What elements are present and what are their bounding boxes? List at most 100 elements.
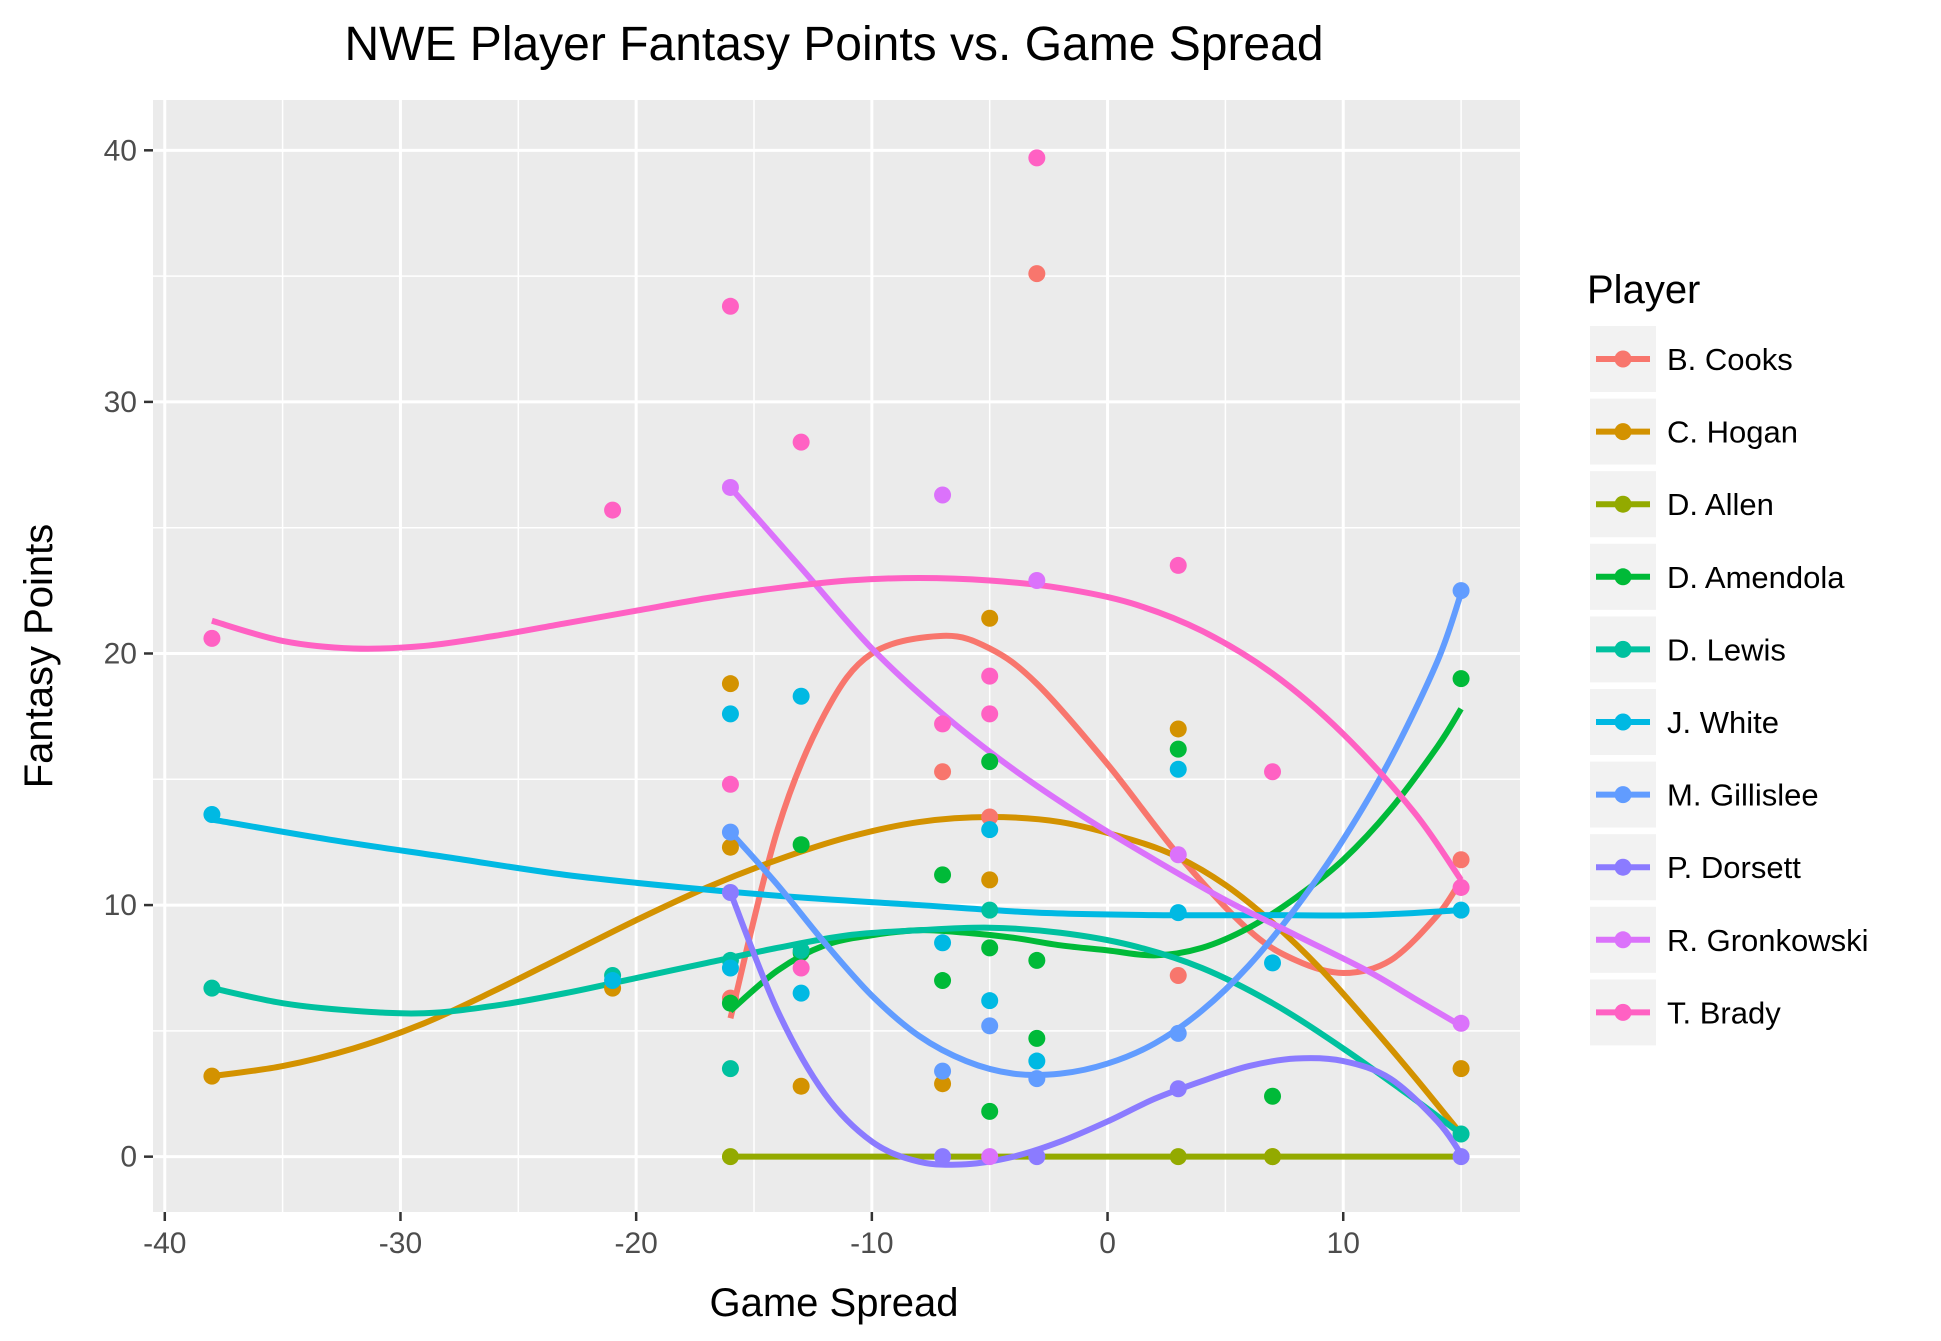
point-d-allen [1169, 1148, 1187, 1166]
point-j-white [1169, 760, 1187, 778]
point-p-dorsett [721, 883, 739, 901]
point-t-brady [792, 959, 810, 977]
point-d-amendola [792, 836, 810, 854]
chart-title: NWE Player Fantasy Points vs. Game Sprea… [344, 18, 1323, 71]
point-r-gronkowski [721, 478, 739, 496]
point-m-gillislee [1452, 582, 1470, 600]
point-t-brady [1264, 763, 1282, 781]
legend-title: Player [1587, 268, 1700, 312]
point-c-hogan [1169, 720, 1187, 738]
point-d-amendola [1264, 1087, 1282, 1105]
legend-key-point [1614, 640, 1632, 658]
point-d-allen [1264, 1148, 1282, 1166]
point-t-brady [604, 501, 622, 519]
legend-key-point [1614, 568, 1632, 586]
point-j-white [934, 934, 952, 952]
point-j-white [1452, 901, 1470, 919]
x-tick-label: -30 [379, 1227, 422, 1260]
point-c-hogan [721, 675, 739, 693]
legend-key-point [1614, 931, 1632, 949]
point-r-gronkowski [1028, 572, 1046, 590]
smooth-lines [211, 485, 1464, 1168]
y-tick-label: 30 [104, 386, 137, 419]
smooth-line-d-lewis [211, 924, 1463, 1137]
point-b-cooks [1169, 967, 1187, 985]
data-points [203, 149, 1470, 1166]
smooth-line-p-dorsett [727, 891, 1464, 1168]
legend-label-p-dorsett: P. Dorsett [1667, 850, 1801, 885]
point-c-hogan [203, 1067, 221, 1085]
point-j-white [1264, 954, 1282, 972]
point-d-lewis [981, 901, 999, 919]
point-j-white [1028, 1052, 1046, 1070]
point-t-brady [203, 629, 221, 647]
x-tick-label: 10 [1327, 1227, 1360, 1260]
y-axis-ticks: 0 10 20 30 40 [104, 134, 153, 1174]
legend-key-point [1614, 858, 1632, 876]
point-t-brady [721, 297, 739, 315]
point-d-amendola [721, 994, 739, 1012]
legend-label-d-amendola: D. Amendola [1667, 560, 1845, 595]
y-tick-label: 10 [104, 889, 137, 922]
point-p-dorsett [1452, 1148, 1470, 1166]
point-b-cooks [1028, 265, 1046, 283]
point-m-gillislee [1028, 1070, 1046, 1088]
point-d-lewis [721, 1060, 739, 1078]
point-c-hogan [721, 838, 739, 856]
x-axis-title: Game Spread [709, 1281, 958, 1325]
point-t-brady [934, 715, 952, 733]
x-tick-label: -40 [143, 1227, 186, 1260]
point-j-white [203, 805, 221, 823]
legend-key-point [1614, 786, 1632, 804]
point-j-white [721, 705, 739, 723]
point-d-amendola [981, 939, 999, 957]
point-m-gillislee [1169, 1024, 1187, 1042]
x-tick-label: 0 [1099, 1227, 1116, 1260]
x-tick-label: -10 [850, 1227, 893, 1260]
point-j-white [1169, 904, 1187, 922]
point-r-gronkowski [1169, 846, 1187, 864]
point-c-hogan [934, 1075, 952, 1093]
point-m-gillislee [721, 823, 739, 841]
point-t-brady [721, 775, 739, 793]
legend-key-point [1614, 350, 1632, 368]
point-j-white [981, 992, 999, 1010]
point-t-brady [1452, 878, 1470, 896]
point-m-gillislee [934, 1062, 952, 1080]
legend-label-m-gillislee: M. Gillislee [1667, 778, 1819, 813]
smooth-line-c-hogan [211, 814, 1464, 1136]
point-c-hogan [792, 1077, 810, 1095]
point-d-lewis [792, 941, 810, 959]
point-d-lewis [1452, 1125, 1470, 1143]
point-d-amendola [981, 753, 999, 771]
point-d-amendola [1028, 951, 1046, 969]
point-b-cooks [1452, 851, 1470, 869]
point-t-brady [981, 705, 999, 723]
point-p-dorsett [1028, 1148, 1046, 1166]
point-c-hogan [981, 609, 999, 627]
y-axis-title: Fantasy Points [17, 524, 61, 789]
point-t-brady [1169, 556, 1187, 574]
point-d-amendola [1169, 740, 1187, 758]
y-tick-label: 20 [104, 637, 137, 670]
point-c-hogan [1452, 1060, 1470, 1078]
point-t-brady [1028, 149, 1046, 167]
point-m-gillislee [981, 1017, 999, 1035]
y-tick-label: 40 [104, 134, 137, 167]
point-t-brady [792, 433, 810, 451]
smooth-line-d-amendola [728, 707, 1464, 1014]
legend-label-r-gronkowski: R. Gronkowski [1667, 923, 1869, 958]
legend-label-t-brady: T. Brady [1667, 995, 1781, 1030]
legend-items: B. Cooks C. Hogan D. Allen D. Amendola D. Le… [1590, 326, 1869, 1046]
plot-panel [153, 100, 1520, 1212]
legend-key-point [1614, 495, 1632, 513]
point-b-cooks [981, 808, 999, 826]
smooth-line-m-gillislee [728, 592, 1464, 1079]
point-d-amendola [981, 1102, 999, 1120]
legend-label-d-allen: D. Allen [1667, 487, 1774, 522]
point-p-dorsett [934, 1148, 952, 1166]
legend-label-c-hogan: C. Hogan [1667, 415, 1798, 450]
point-j-white [792, 687, 810, 705]
point-d-amendola [1452, 670, 1470, 688]
point-r-gronkowski [1452, 1014, 1470, 1032]
